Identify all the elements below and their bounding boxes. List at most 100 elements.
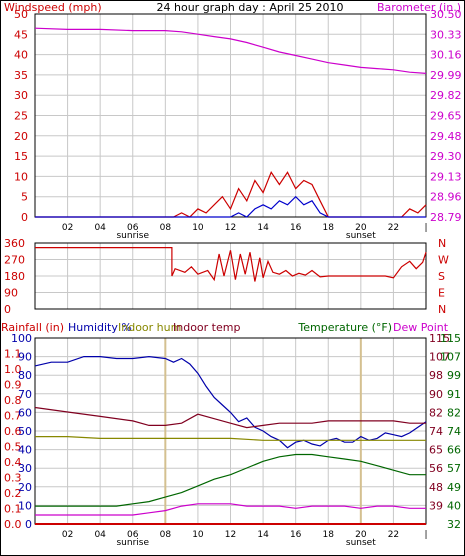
y-tick-label-humidity: 100 [11,332,32,345]
y-tick-label-humidity: 10 [18,499,32,512]
y-tick-label-humidity: 40 [18,444,32,457]
y-tick-label-baro: 29.65 [430,110,462,123]
x-tick-label: 16 [290,530,302,540]
y-tick-label-baro: 28.96 [430,191,462,204]
x-tick-label: | [424,530,427,540]
x-tick-label: 06 [127,223,139,233]
y-tick-label-compass: S [438,270,445,283]
y-tick-label-indoor-temp: 98 [429,369,443,382]
y-tick-label-wind: 30 [14,89,28,102]
humidity-axis-title: Humidity % [68,321,132,334]
y-tick-label-humidity: 50 [18,425,32,438]
series-line-barometer [34,27,427,74]
y-tick-label-indoor-temp: 39 [429,499,443,512]
y-tick-label-baro: 29.99 [430,69,462,82]
y-tick-label-baro: 30.50 [430,8,462,21]
x-tick-label: 14 [257,223,269,233]
baro-axis-title: Barometer (in.) [377,1,461,14]
x-tick-label: 20 [355,530,367,540]
y-tick-label-temperature: 32 [447,518,461,531]
y-tick-label-wind: 25 [14,110,28,123]
x-annotation-label: sunset [346,538,376,548]
y-tick-label-wind: 5 [21,191,28,204]
y-tick-label-temperature: 40 [447,499,461,512]
indoor-temp-axis-title: Indoor temp [173,321,240,334]
y-tick-label-baro: 29.82 [430,89,462,102]
y-tick-label-wind: 20 [14,130,28,143]
y-tick-label-temperature: 99 [447,369,461,382]
y-tick-label-rain: 1.1 [4,348,22,361]
y-tick-label-indoor-temp: 65 [429,444,443,457]
x-tick-label: 10 [192,530,204,540]
graph-title: 24 hour graph day : April 25 2010 [157,1,344,14]
y-tick-label-compass: N [438,237,446,250]
temperature-axis-title: Temperature (°F) [297,321,392,334]
y-tick-label-rain: 0.2 [4,487,22,500]
rain-axis-title: Rainfall (in) [1,321,64,334]
y-tick-label-baro: 30.16 [430,49,462,62]
temp-humidity-panel: 0.0 0.1 0.2 0.3 0.4 0.5 0.6 0.7 0.8 0.9 1.0 1.1 0 10 2… [4,332,461,548]
x-tick-label: 18 [323,530,335,540]
y-tick-label-baro: 30.33 [430,28,462,41]
x-tick-label: 08 [160,530,172,540]
y-tick-label-humidity: 80 [18,369,32,382]
x-tick-label: | [424,223,427,233]
x-tick-label: 06 [127,530,139,540]
y-tick-label-indoor-temp: 56 [429,462,443,475]
y-tick-label-temperature: 49 [447,481,461,494]
y-tick-label-indoor-temp: 82 [429,406,443,419]
wind-axis-title: Windspeed (mph) [4,1,102,14]
y-tick-label-direction: 360 [4,237,25,250]
series-line-humidity [34,355,427,449]
y-tick-label-indoor-temp: 90 [429,388,443,401]
y-tick-label-baro: 29.13 [430,170,462,183]
y-tick-label-wind: 10 [14,170,28,183]
y-tick-label-direction: 180 [4,270,25,283]
y-tick-label-temperature: 74 [447,425,461,438]
y-tick-label-rain: 0.7 [4,410,22,423]
x-tick-label: 18 [323,223,335,233]
indoor-hum-axis-title: Indoor hum [118,321,181,334]
y-tick-label-compass: E [438,287,445,300]
y-tick-label-wind: 45 [14,28,28,41]
y-tick-label-direction: 0 [4,303,11,316]
y-tick-label-rain: 0.9 [4,379,22,392]
series-line-wind-direction [35,247,427,282]
dewpoint-axis-title: Dew Point [393,321,449,334]
y-tick-label-indoor-temp: 74 [429,425,443,438]
y-tick-label-indoor-temp: 115 [429,332,450,345]
y-tick-label-rain: 0.0 [4,518,22,531]
x-annotation-label: sunrise [116,538,149,548]
wind-baro-panel: 0 5 10 15 20 25 30 35 40 45 50 28.79 28.96 29.13 29.30… [14,8,462,241]
x-tick-label: 10 [192,223,204,233]
y-tick-label-indoor-temp: 107 [429,351,450,364]
y-tick-label-baro: 28.79 [430,211,462,224]
x-tick-label: 02 [62,223,73,233]
y-tick-label-wind: 40 [14,49,28,62]
y-tick-label-wind: 15 [14,150,28,163]
x-tick-label: 16 [290,223,302,233]
series-line-temperature [35,453,426,507]
y-tick-label-humidity: 20 [18,481,32,494]
x-tick-label: 04 [94,223,106,233]
x-tick-label: 02 [62,530,73,540]
y-tick-label-wind: 50 [14,8,28,21]
y-tick-label-wind: 35 [14,69,28,82]
x-tick-label: 08 [160,223,172,233]
y-tick-label-compass: N [438,303,446,316]
y-tick-label-humidity: 0 [25,518,32,531]
y-tick-label-temperature: 82 [447,406,461,419]
y-tick-label-rain: 0.5 [4,441,22,454]
plot-frame [34,242,427,310]
series-line-dew-point [35,503,426,516]
y-tick-label-rain: 0.8 [4,394,22,407]
y-tick-label-temperature: 115 [440,332,461,345]
y-tick-label-humidity: 90 [18,351,32,364]
y-tick-label-rain: 0.3 [4,472,22,485]
y-tick-label-wind: 0 [21,211,28,224]
y-tick-label-temperature: 66 [447,444,461,457]
y-tick-label-temperature: 107 [440,351,461,364]
y-tick-label-direction: 270 [4,254,25,267]
